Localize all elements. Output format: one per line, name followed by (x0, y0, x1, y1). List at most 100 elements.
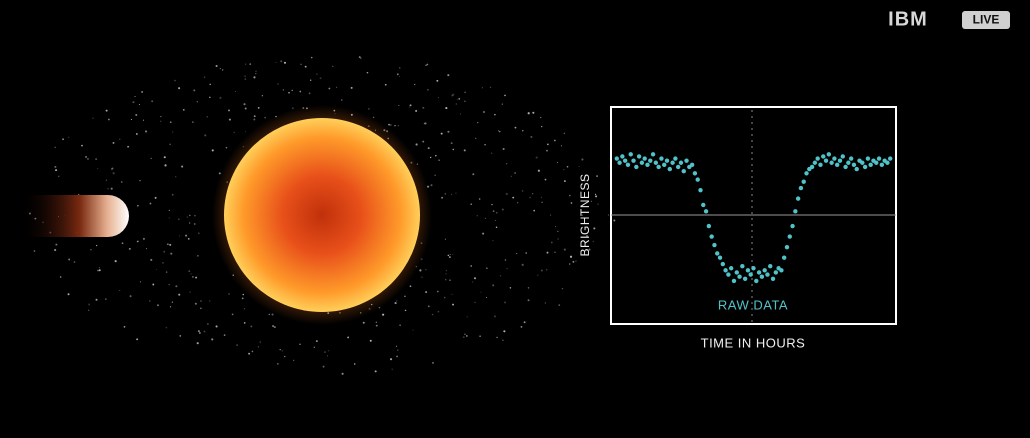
star-speck (257, 106, 260, 109)
star-speck (497, 130, 500, 132)
star-speck (204, 134, 207, 137)
star-speck (120, 181, 123, 183)
star-speck (283, 61, 286, 64)
star-speck (59, 276, 62, 278)
star-speck (271, 313, 274, 316)
star-speck (425, 291, 428, 293)
star-speck (449, 279, 451, 281)
star-speck (78, 193, 80, 196)
star-speck (537, 274, 539, 276)
star-speck (324, 351, 326, 353)
star-speck (492, 210, 495, 212)
data-point (843, 164, 848, 170)
star-speck (95, 298, 98, 301)
data-point (701, 202, 706, 208)
star-speck (62, 138, 64, 140)
data-point (885, 160, 890, 165)
star-speck (151, 100, 154, 103)
data-point (614, 156, 619, 161)
star-speck (107, 118, 110, 121)
star-speck (429, 156, 432, 159)
star-speck (456, 99, 458, 101)
star-speck (424, 122, 427, 125)
star-speck (112, 141, 115, 144)
star-speck (193, 223, 196, 225)
star-speck (160, 116, 162, 118)
star-speck (179, 235, 181, 237)
star-speck (495, 211, 498, 214)
star-speck (470, 265, 473, 267)
star-speck (499, 130, 501, 133)
data-point (617, 160, 622, 165)
star-speck (463, 149, 466, 152)
star-speck (293, 359, 295, 362)
star-speck (142, 237, 145, 240)
star-speck (474, 301, 476, 304)
data-point (631, 158, 636, 163)
star-speck (315, 340, 318, 343)
star-speck (114, 260, 117, 263)
star-speck (54, 248, 57, 252)
star-speck (142, 119, 145, 121)
star-speck (394, 124, 396, 127)
star-speck (90, 249, 92, 251)
star-speck (85, 156, 87, 158)
data-points (614, 152, 893, 284)
star-speck (482, 232, 485, 235)
star-speck (189, 222, 191, 224)
star-speck (233, 131, 235, 134)
star-speck (489, 86, 492, 89)
star-speck (137, 204, 139, 207)
star-speck (396, 355, 399, 358)
star-speck (341, 372, 344, 375)
data-point (779, 268, 784, 273)
star-speck (533, 209, 536, 212)
star-speck (178, 87, 181, 90)
star-speck (67, 293, 70, 296)
star-speck (171, 193, 174, 196)
star-speck (502, 148, 505, 151)
data-point (678, 160, 684, 165)
star-speck (477, 122, 479, 124)
star-speck (288, 91, 290, 94)
star-speck (481, 87, 483, 89)
star-speck (163, 250, 166, 253)
star-speck (462, 336, 465, 339)
star-speck (291, 107, 294, 110)
star-speck (566, 165, 569, 168)
star-speck (415, 143, 418, 146)
star-speck (466, 335, 468, 337)
star-speck (304, 65, 307, 68)
star-speck (219, 96, 222, 99)
star-speck (222, 69, 224, 71)
star-speck (479, 335, 481, 337)
star-speck (81, 144, 83, 147)
star-speck (206, 116, 208, 118)
star-speck (399, 67, 401, 69)
star-speck (123, 325, 126, 328)
data-point (837, 158, 843, 163)
star-speck (299, 90, 302, 93)
star-speck (197, 330, 200, 333)
star-speck (127, 145, 130, 148)
data-point (829, 160, 834, 165)
data-point (862, 164, 868, 170)
star-speck (223, 334, 226, 336)
star-speck (150, 157, 152, 160)
star-speck (583, 179, 586, 182)
star-speck (437, 97, 440, 99)
star-speck (496, 336, 498, 339)
star-speck (445, 269, 447, 272)
star-speck (590, 200, 592, 202)
star-speck (149, 300, 151, 302)
star-speck (119, 289, 121, 292)
star-speck (280, 60, 283, 63)
star-speck (495, 219, 497, 221)
star-speck (495, 226, 498, 229)
star-speck (156, 304, 159, 307)
star-speck (207, 323, 209, 325)
star-speck (105, 298, 107, 300)
star-speck (422, 106, 425, 109)
star-speck (389, 358, 393, 361)
